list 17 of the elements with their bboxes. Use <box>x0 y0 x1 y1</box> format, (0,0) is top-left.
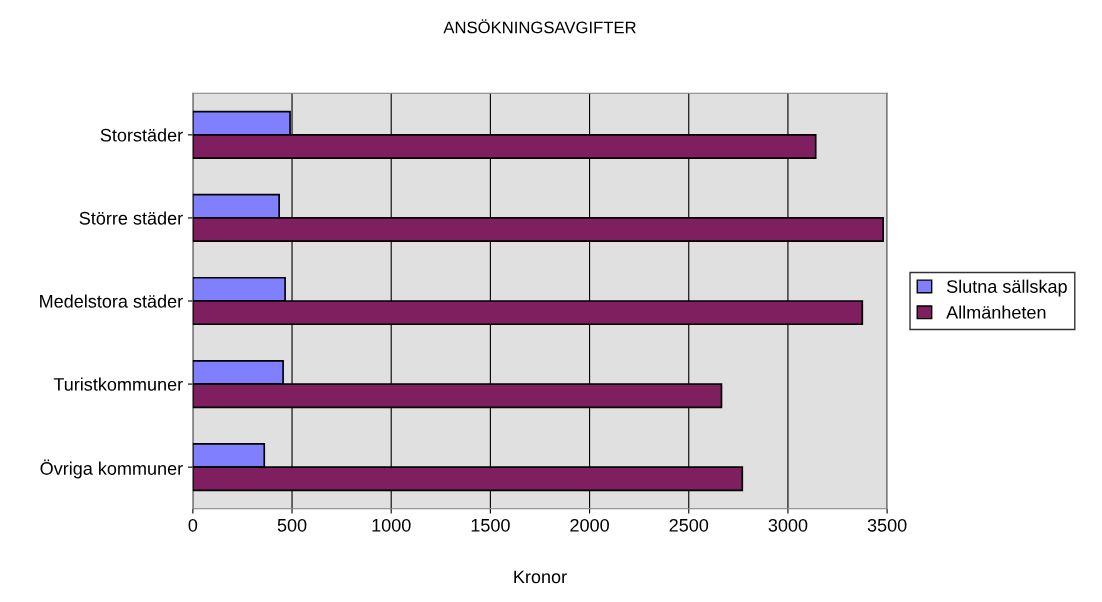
y-tick-label: Övriga kommuner <box>40 459 183 479</box>
x-tick-label: 2000 <box>570 518 609 532</box>
y-tick-label: Medelstora städer <box>40 294 183 308</box>
x-tick-label: 0 <box>188 518 198 532</box>
x-tick-label: 1500 <box>471 518 510 532</box>
x-tick-label: 3000 <box>768 518 808 532</box>
y-tick-label: Större städer <box>79 211 183 225</box>
x-tick-label: 1000 <box>372 518 411 532</box>
x-axis-title: Kronor <box>514 570 567 584</box>
chart-title: ANSÖKNINGSAVGIFTER <box>443 19 636 34</box>
y-tick-label: Turistkommuner <box>53 377 183 391</box>
legend-label: Allmänheten <box>946 305 1046 319</box>
x-tick-label: 2500 <box>669 518 709 532</box>
legend-label: Slutna sällskap <box>946 279 1067 297</box>
x-tick-label: 500 <box>277 518 307 532</box>
x-tick-label: 3500 <box>867 518 907 532</box>
y-tick-label: Storstäder <box>100 128 183 142</box>
